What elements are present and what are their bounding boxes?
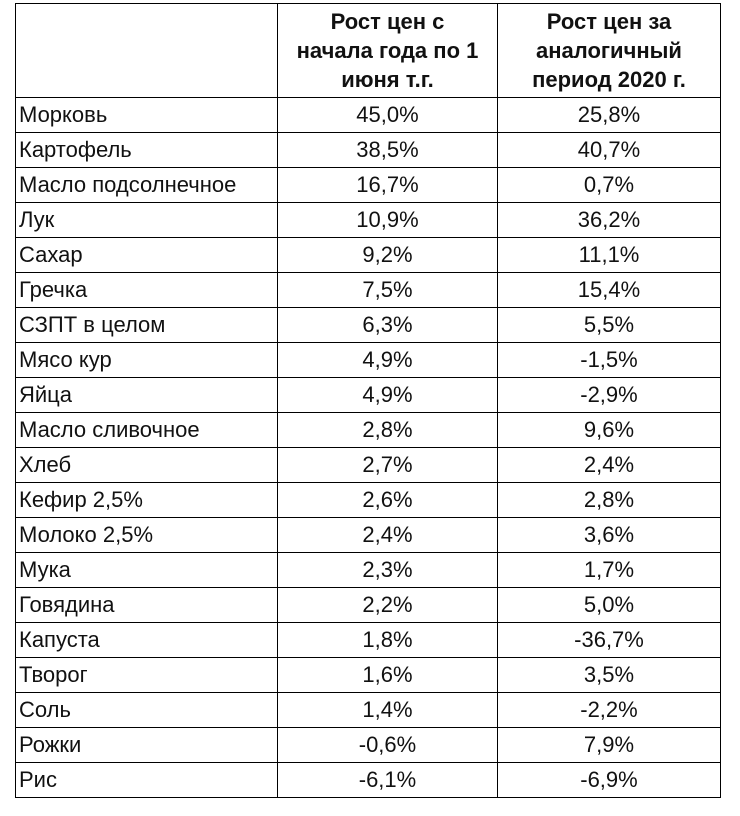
price-change: 9,2%: [277, 237, 498, 273]
product-name: Соль: [15, 692, 278, 728]
price-change: 6,3%: [277, 307, 498, 343]
price-change: 40,7%: [497, 132, 721, 168]
price-change: -6,1%: [277, 762, 498, 798]
price-change: 5,0%: [497, 587, 721, 623]
product-name: Морковь: [15, 97, 278, 133]
price-change: 2,8%: [497, 482, 721, 518]
table-row: Рис -6,1% -6,9%: [15, 762, 721, 798]
price-change: 9,6%: [497, 412, 721, 448]
price-change: 38,5%: [277, 132, 498, 168]
price-change: -2,2%: [497, 692, 721, 728]
product-name: Мука: [15, 552, 278, 588]
table-row: Молоко 2,5% 2,4% 3,6%: [15, 517, 721, 553]
table-row: Мука 2,3% 1,7%: [15, 552, 721, 588]
product-name: Яйца: [15, 377, 278, 413]
table-row: Говядина 2,2% 5,0%: [15, 587, 721, 623]
price-change: -36,7%: [497, 622, 721, 658]
price-change: -2,9%: [497, 377, 721, 413]
header-line: аналогичный: [536, 38, 682, 63]
header-line: Рост цен с: [330, 9, 445, 34]
price-change: 0,7%: [497, 167, 721, 203]
price-change: 15,4%: [497, 272, 721, 308]
price-change: 2,4%: [497, 447, 721, 483]
price-change: 2,4%: [277, 517, 498, 553]
table-row: Масло подсолнечное 16,7% 0,7%: [15, 167, 721, 203]
price-change: 11,1%: [497, 237, 721, 273]
price-change: -1,5%: [497, 342, 721, 378]
price-change: -0,6%: [277, 727, 498, 763]
product-name: Капуста: [15, 622, 278, 658]
table-row: Творог 1,6% 3,5%: [15, 657, 721, 693]
price-change: 10,9%: [277, 202, 498, 238]
product-name: Рис: [15, 762, 278, 798]
table-row: Сахар 9,2% 11,1%: [15, 237, 721, 273]
table-row: Гречка 7,5% 15,4%: [15, 272, 721, 308]
product-name: Гречка: [15, 272, 278, 308]
header-cell: Рост цен с начала года по 1 июня т.г.: [277, 3, 498, 98]
product-name: Лук: [15, 202, 278, 238]
product-name: Сахар: [15, 237, 278, 273]
table-row: Картофель 38,5% 40,7%: [15, 132, 721, 168]
product-name: Кефир 2,5%: [15, 482, 278, 518]
header-line: Рост цен за: [546, 9, 672, 34]
table-row: Рожки -0,6% 7,9%: [15, 727, 721, 763]
price-change: 4,9%: [277, 377, 498, 413]
table-row: Соль 1,4% -2,2%: [15, 692, 721, 728]
header-row: Рост цен с начала года по 1 июня т.г. Рост …: [15, 3, 721, 98]
product-name: Масло подсолнечное: [15, 167, 278, 203]
product-name: Молоко 2,5%: [15, 517, 278, 553]
header-cell: Рост цен за аналогичный период 2020 г.: [497, 3, 721, 98]
price-change: 2,8%: [277, 412, 498, 448]
price-change: -6,9%: [497, 762, 721, 798]
price-change: 3,6%: [497, 517, 721, 553]
price-table: Рост цен с начала года по 1 июня т.г. Рост …: [15, 3, 721, 798]
header-line: июня т.г.: [341, 67, 434, 92]
product-name: СЗПТ в целом: [15, 307, 278, 343]
price-change: 25,8%: [497, 97, 721, 133]
table-row: Лук 10,9% 36,2%: [15, 202, 721, 238]
price-change: 2,6%: [277, 482, 498, 518]
product-name: Хлеб: [15, 447, 278, 483]
table-row: Морковь 45,0% 25,8%: [15, 97, 721, 133]
price-change: 1,7%: [497, 552, 721, 588]
price-change: 2,7%: [277, 447, 498, 483]
price-change: 1,4%: [277, 692, 498, 728]
table-row: Масло сливочное 2,8% 9,6%: [15, 412, 721, 448]
price-change: 2,2%: [277, 587, 498, 623]
product-name: Говядина: [15, 587, 278, 623]
price-change: 45,0%: [277, 97, 498, 133]
product-name: Рожки: [15, 727, 278, 763]
header-line: период 2020 г.: [532, 67, 686, 92]
price-change: 3,5%: [497, 657, 721, 693]
product-name: Картофель: [15, 132, 278, 168]
price-change: 1,8%: [277, 622, 498, 658]
table-row: Хлеб 2,7% 2,4%: [15, 447, 721, 483]
price-change: 4,9%: [277, 342, 498, 378]
price-change: 16,7%: [277, 167, 498, 203]
price-change: 7,5%: [277, 272, 498, 308]
product-name: Творог: [15, 657, 278, 693]
price-change: 5,5%: [497, 307, 721, 343]
price-change: 7,9%: [497, 727, 721, 763]
product-name: Масло сливочное: [15, 412, 278, 448]
price-change: 36,2%: [497, 202, 721, 238]
table-row: Мясо кур 4,9% -1,5%: [15, 342, 721, 378]
header-line: начала года по 1: [296, 38, 479, 63]
table-row: Кефир 2,5% 2,6% 2,8%: [15, 482, 721, 518]
price-change: 1,6%: [277, 657, 498, 693]
header-empty-cell: [15, 3, 278, 98]
product-name: Мясо кур: [15, 342, 278, 378]
table-row: СЗПТ в целом 6,3% 5,5%: [15, 307, 721, 343]
table-row: Яйца 4,9% -2,9%: [15, 377, 721, 413]
price-change: 2,3%: [277, 552, 498, 588]
table-row: Капуста 1,8% -36,7%: [15, 622, 721, 658]
